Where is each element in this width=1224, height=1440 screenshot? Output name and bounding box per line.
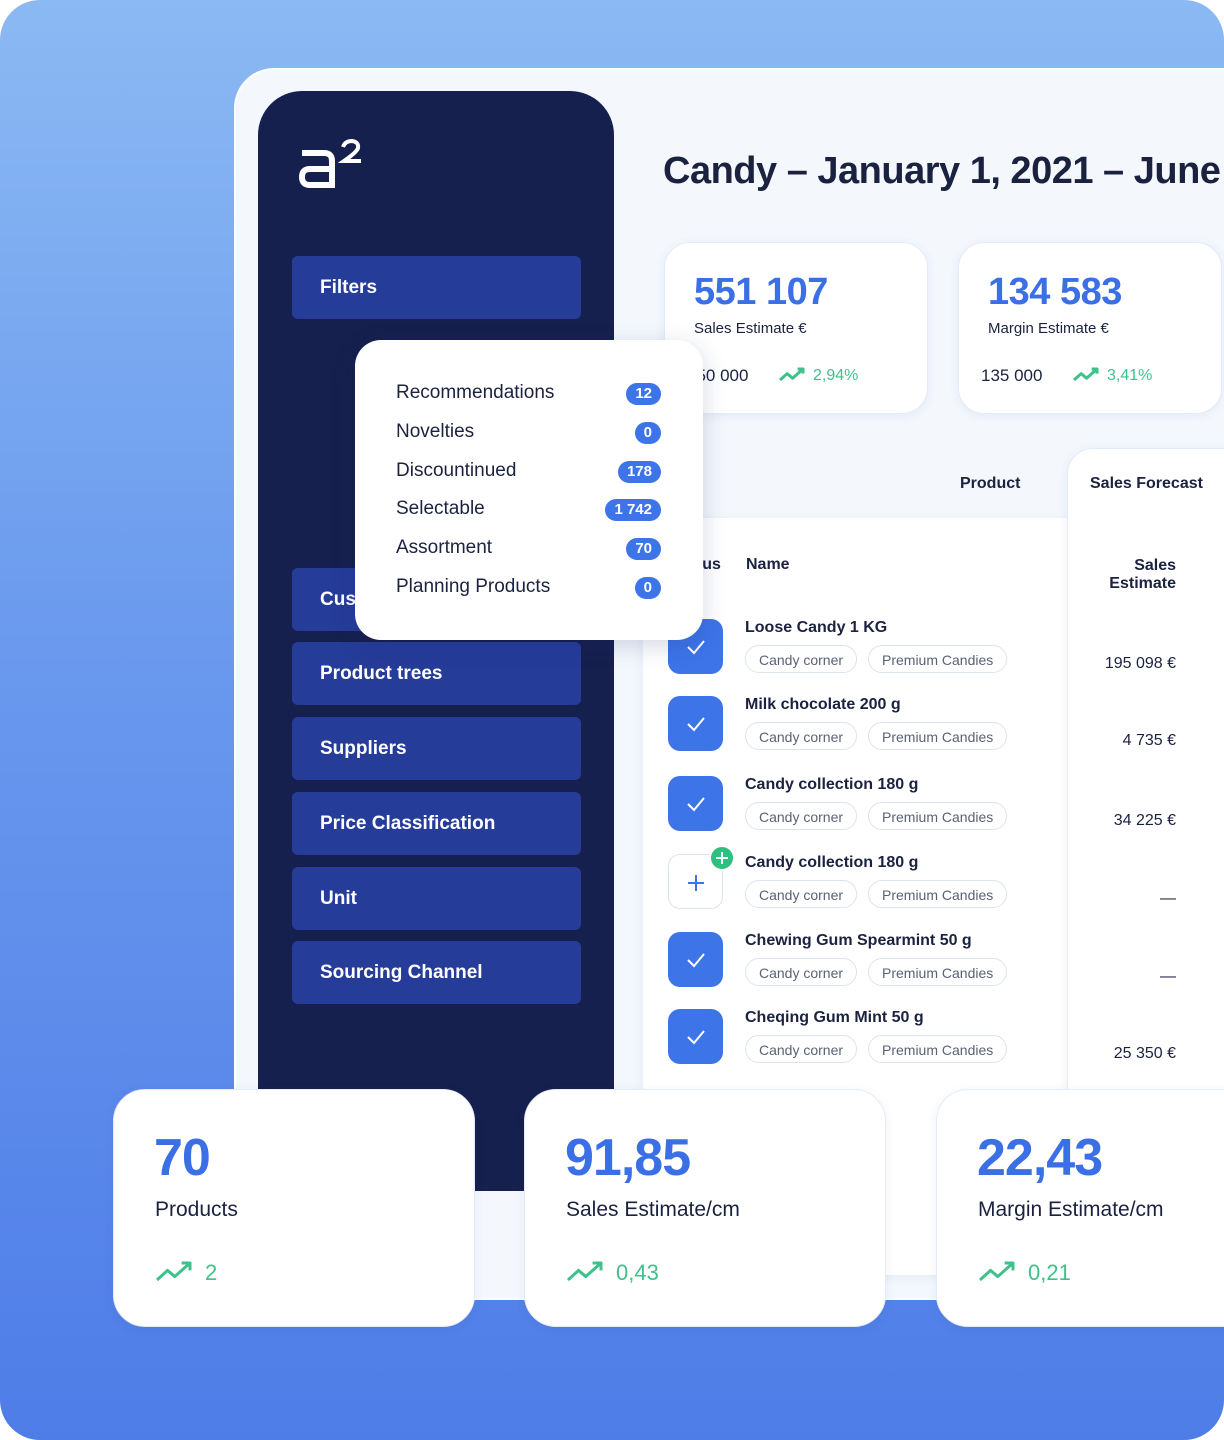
product-name: Milk chocolate 200 g <box>745 696 901 713</box>
tag: Candy corner <box>745 802 858 830</box>
count-badge: 178 <box>617 460 661 483</box>
sales-estimate: — <box>1160 890 1176 907</box>
filter-label[interactable]: Selectable <box>396 498 485 520</box>
summary-value: 70 <box>154 1129 211 1187</box>
tag: Candy corner <box>745 645 858 673</box>
checkbox-checked[interactable] <box>668 776 723 831</box>
checkbox-checked[interactable] <box>668 932 723 987</box>
trend-up-icon <box>978 1261 1015 1282</box>
count-badge: 0 <box>634 421 661 444</box>
logo <box>298 139 361 188</box>
summary-change: 0,43 <box>616 1260 659 1285</box>
page-title: Candy – January 1, 2021 – June 30 <box>663 150 1224 192</box>
tag: Candy corner <box>745 722 858 750</box>
sidebar-button[interactable]: Suppliers <box>292 717 581 780</box>
filter-label[interactable]: Assortment <box>396 537 493 559</box>
sales-estimate: 34 225 € <box>1113 812 1176 829</box>
sidebar-button[interactable]: Filters <box>292 256 581 319</box>
product-name: Cheqing Gum Mint 50 g <box>745 1009 924 1026</box>
checkbox-checked[interactable] <box>668 1009 723 1064</box>
filter-popup: Recommendations 12 Novelties 0 Discountinued… <box>355 340 703 640</box>
filter-label[interactable]: Recommendations <box>396 382 555 403</box>
summary-card: 70 Products 2 <box>113 1089 475 1327</box>
tag: Premium Candies <box>868 722 1008 750</box>
tab[interactable]: Product <box>960 475 1021 492</box>
filter-label[interactable]: Discountinued <box>396 459 517 481</box>
tag: Premium Candies <box>868 958 1008 986</box>
count-badge: 1 742 <box>605 499 661 522</box>
tag: Premium Candies <box>868 802 1008 830</box>
summary-card: 91,85 Sales Estimate/cm 0,43 <box>524 1089 886 1327</box>
tag: Candy corner <box>745 880 858 908</box>
kpi-change: 3,41% <box>1107 367 1153 384</box>
column-header: Sales Estimate <box>1109 557 1176 592</box>
kpi-target: 135 000 <box>981 366 1043 385</box>
kpi-label: Margin Estimate € <box>988 320 1109 337</box>
summary-change: 2 <box>205 1260 218 1285</box>
product-name: Candy collection 180 g <box>745 854 919 871</box>
product-name: Candy collection 180 g <box>745 776 919 793</box>
tab-active[interactable]: Sales Forecast <box>1090 475 1203 492</box>
product-name: Chewing Gum Spearmint 50 g <box>745 932 972 949</box>
kpi-label: Sales Estimate € <box>694 320 807 337</box>
trend-up-icon <box>566 1261 603 1282</box>
count-badge: 12 <box>626 383 661 405</box>
sales-estimate: — <box>1160 968 1176 985</box>
sidebar-button[interactable]: Price Classification <box>292 792 581 855</box>
kpi-value: 134 583 <box>988 271 1122 313</box>
count-badge: 70 <box>626 538 661 561</box>
tag: Premium Candies <box>868 880 1008 908</box>
count-badge: 0 <box>634 577 661 599</box>
sidebar-button[interactable]: Unit <box>292 867 581 930</box>
summary-change: 0,21 <box>1028 1260 1071 1285</box>
summary-label: Sales Estimate/cm <box>566 1198 740 1221</box>
sales-estimate: 4 735 € <box>1122 732 1176 749</box>
sales-estimate: 25 350 € <box>1113 1045 1176 1062</box>
tag: Candy corner <box>745 958 858 986</box>
trend-up-icon <box>1073 367 1099 382</box>
trend-up-icon <box>155 1261 192 1282</box>
checkbox-add[interactable] <box>668 845 735 909</box>
summary-label: Margin Estimate/cm <box>978 1198 1164 1221</box>
checkbox-checked[interactable] <box>668 696 723 751</box>
summary-label: Products <box>155 1198 238 1221</box>
summary-card: 22,43 Margin Estimate/cm 0,21 <box>936 1089 1224 1327</box>
kpi-card: 551 107 Sales Estimate €550 000 2,94% <box>664 242 928 414</box>
filter-label[interactable]: Planning Products <box>396 576 551 597</box>
column-header: Name <box>746 556 790 573</box>
sidebar-button[interactable]: Sourcing Channel <box>292 941 581 1004</box>
summary-value: 91,85 <box>565 1129 691 1187</box>
kpi-change: 2,94% <box>813 367 859 384</box>
filter-label[interactable]: Novelties <box>396 420 475 442</box>
tag: Premium Candies <box>868 1035 1008 1063</box>
trend-up-icon <box>779 367 805 382</box>
tag: Premium Candies <box>868 645 1008 673</box>
kpi-card: 134 583 Margin Estimate € 135 000 3,41% <box>958 242 1222 414</box>
kpi-value: 551 107 <box>694 271 828 313</box>
product-name: Loose Candy 1 KG <box>745 619 888 636</box>
summary-value: 22,43 <box>977 1129 1103 1187</box>
tag: Candy corner <box>745 1035 858 1063</box>
sidebar-button[interactable]: Product trees <box>292 642 581 705</box>
sales-estimate: 195 098 € <box>1104 655 1176 672</box>
